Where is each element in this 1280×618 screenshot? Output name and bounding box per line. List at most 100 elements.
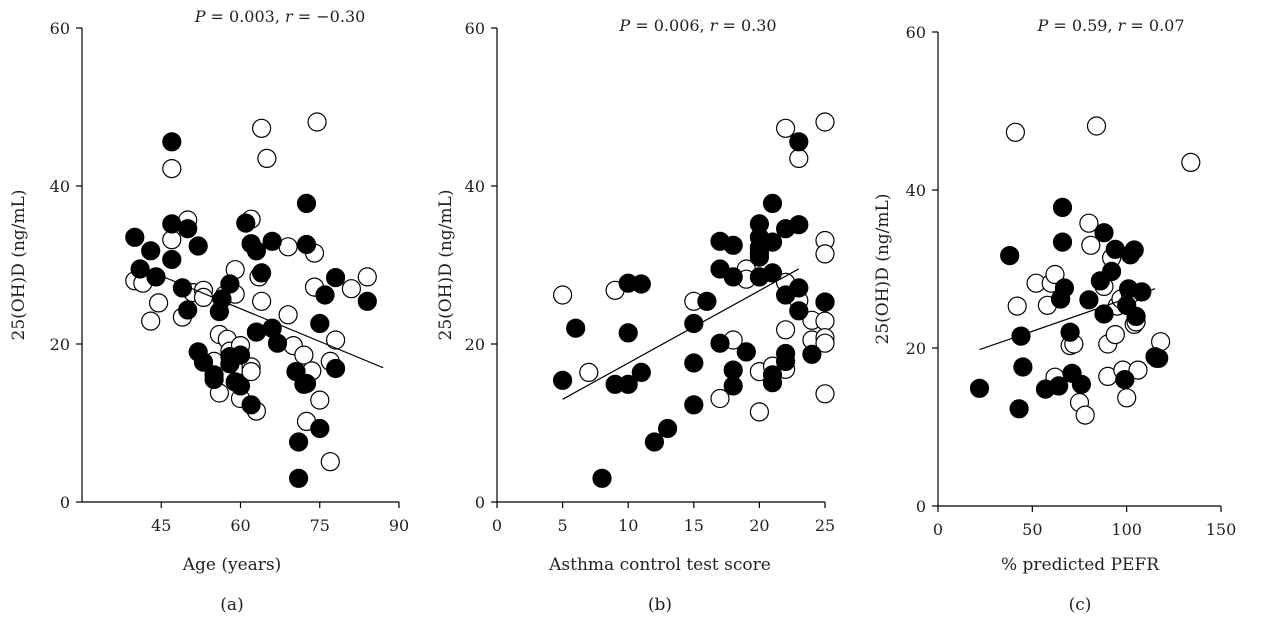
panel-a-point-filled bbox=[326, 268, 346, 288]
panel-b-point-open bbox=[749, 402, 770, 422]
panel-a-point-filled bbox=[220, 274, 240, 294]
panel-b-point-filled bbox=[684, 395, 704, 415]
panel-b-point-filled bbox=[566, 318, 586, 338]
panel-a-ticks bbox=[76, 27, 400, 508]
panel-a-point-filled bbox=[188, 236, 208, 256]
panel-a-point-filled bbox=[178, 219, 198, 239]
panel-b-ticks bbox=[491, 27, 826, 508]
panel-a-trend-line bbox=[134, 264, 384, 369]
panel-c-p-label: P bbox=[1036, 16, 1048, 35]
panel-a-point-filled bbox=[241, 395, 261, 415]
panel-a-x-tick-label: 90 bbox=[389, 516, 409, 535]
panel-a-point-filled bbox=[162, 249, 182, 270]
panel-c-point-filled bbox=[1071, 374, 1092, 394]
panel-b-point-filled bbox=[697, 291, 717, 311]
panel-b-trend-line bbox=[562, 268, 800, 400]
panel-a-point-filled bbox=[246, 322, 266, 342]
panel-b-x-tick-label: 25 bbox=[815, 516, 835, 535]
panel-c-point-filled bbox=[1132, 282, 1152, 302]
panel-b: 0 5 10 15 20 25 0 20 40 60 P = 0.006, r = 0.30 As… bbox=[436, 16, 835, 615]
panel-c: 0 50 100 150 0 20 40 60 P = 0.59, r = 0.07 % pr… bbox=[873, 16, 1236, 615]
panel-b-marks bbox=[552, 112, 835, 488]
panel-a-point-filled bbox=[178, 300, 198, 320]
panel-c-marks bbox=[969, 116, 1201, 425]
panel-b-point-filled bbox=[684, 313, 704, 334]
panel-a-point-filled bbox=[230, 376, 251, 396]
panel-c-x-tick-label: 50 bbox=[1022, 520, 1042, 539]
panel-c-point-filled bbox=[969, 378, 990, 398]
panel-b-point-filled bbox=[749, 247, 770, 267]
panel-c-y-tick-label: 40 bbox=[906, 181, 926, 200]
panel-c-point-filled bbox=[1013, 357, 1033, 377]
panel-a-tick-labels: 45 60 75 90 0 20 40 60 bbox=[50, 19, 410, 535]
panel-b-point-filled bbox=[762, 232, 783, 252]
panel-a-r-label: r bbox=[285, 7, 294, 26]
panel-b-point-open bbox=[815, 384, 835, 404]
panel-c-x-tick-label: 100 bbox=[1111, 520, 1142, 539]
panel-c-point-filled bbox=[1054, 278, 1075, 298]
panel-c-point-open bbox=[1081, 235, 1101, 255]
panel-a-point-filled bbox=[193, 352, 214, 372]
panel-c-point-filled bbox=[1049, 376, 1069, 396]
panel-a-point-filled bbox=[289, 468, 309, 488]
panel-c-trend-line bbox=[979, 288, 1156, 351]
panel-b-point-filled bbox=[802, 344, 822, 364]
panel-c-point-open bbox=[1086, 116, 1107, 136]
panel-c-point-filled bbox=[1124, 240, 1144, 260]
panel-b-point-filled bbox=[552, 370, 573, 390]
panel-a-point-open bbox=[252, 291, 272, 311]
panel-c-point-filled bbox=[1011, 326, 1031, 346]
panel-c-label: (c) bbox=[1069, 595, 1092, 615]
panel-b-point-open bbox=[815, 311, 835, 331]
panel-b-x-tick-label: 15 bbox=[684, 516, 704, 535]
panel-a-point-open bbox=[162, 159, 182, 179]
panel-a-point-open bbox=[252, 118, 272, 138]
panel-b-y-tick-label: 60 bbox=[465, 19, 485, 38]
panel-a-point-filled bbox=[204, 369, 224, 390]
panel-c-point-filled bbox=[1052, 197, 1073, 217]
panel-b-point-filled bbox=[815, 292, 835, 312]
panel-b-y-tick-label: 0 bbox=[475, 493, 485, 512]
panel-b-tick-labels: 0 5 10 15 20 25 0 20 40 60 bbox=[465, 19, 836, 535]
panel-a-point-filled bbox=[130, 259, 150, 279]
panel-a-point-open bbox=[141, 311, 161, 331]
panel-a-marks bbox=[125, 112, 384, 488]
panel-a-point-filled bbox=[267, 333, 288, 353]
panel-b-x-tick-label: 5 bbox=[558, 516, 568, 535]
panel-c-y-label: 25(OH)D (ng/mL) bbox=[873, 194, 893, 345]
panel-b-y-tick-label: 40 bbox=[465, 177, 485, 196]
panel-b-point-filled bbox=[723, 376, 743, 396]
panel-c-x-tick-label: 0 bbox=[933, 520, 943, 539]
panel-a-point-open bbox=[326, 330, 346, 350]
panel-c-p-value: = 0.59, bbox=[1053, 16, 1112, 35]
panel-c-y-tick-label: 0 bbox=[916, 497, 926, 516]
panel-a-point-filled bbox=[125, 227, 145, 247]
panel-b-x-tick-label: 10 bbox=[618, 516, 638, 535]
panel-a-point-filled bbox=[236, 213, 256, 233]
panel-b-r-label: r bbox=[710, 16, 719, 35]
panel-c-point-open bbox=[1045, 264, 1065, 285]
panel-b-point-open bbox=[710, 388, 730, 409]
panel-a-point-open bbox=[357, 267, 377, 287]
panel-a-point-filled bbox=[310, 418, 330, 439]
panel-a-point-open bbox=[307, 112, 327, 132]
panel-a-point-open bbox=[341, 279, 361, 299]
panel-a-x-tick-label: 45 bbox=[151, 516, 171, 535]
panel-c-point-filled bbox=[1000, 246, 1020, 266]
panel-b-point-filled bbox=[762, 373, 783, 393]
panel-b-point-filled bbox=[789, 215, 809, 235]
panel-c-point-filled bbox=[1101, 261, 1122, 281]
panel-c-point-filled bbox=[1060, 322, 1080, 342]
panel-c-point-open bbox=[1181, 152, 1201, 172]
panel-a-point-open bbox=[310, 390, 330, 410]
panel-b-y-label: 25(OH)D (ng/mL) bbox=[436, 190, 456, 341]
panel-a-y-label: 25(OH)D (ng/mL) bbox=[9, 190, 29, 341]
panel-b-point-filled bbox=[631, 362, 651, 382]
panel-c-point-open bbox=[1128, 360, 1148, 380]
panel-b-point-open bbox=[815, 112, 835, 132]
panel-c-point-filled bbox=[1052, 232, 1073, 252]
panel-b-point-filled bbox=[710, 333, 730, 353]
panel-b-x-tick-label: 0 bbox=[492, 516, 502, 535]
panel-c-stat: P = 0.59, r = 0.07 bbox=[1036, 16, 1184, 35]
panel-b-point-filled bbox=[631, 274, 651, 294]
